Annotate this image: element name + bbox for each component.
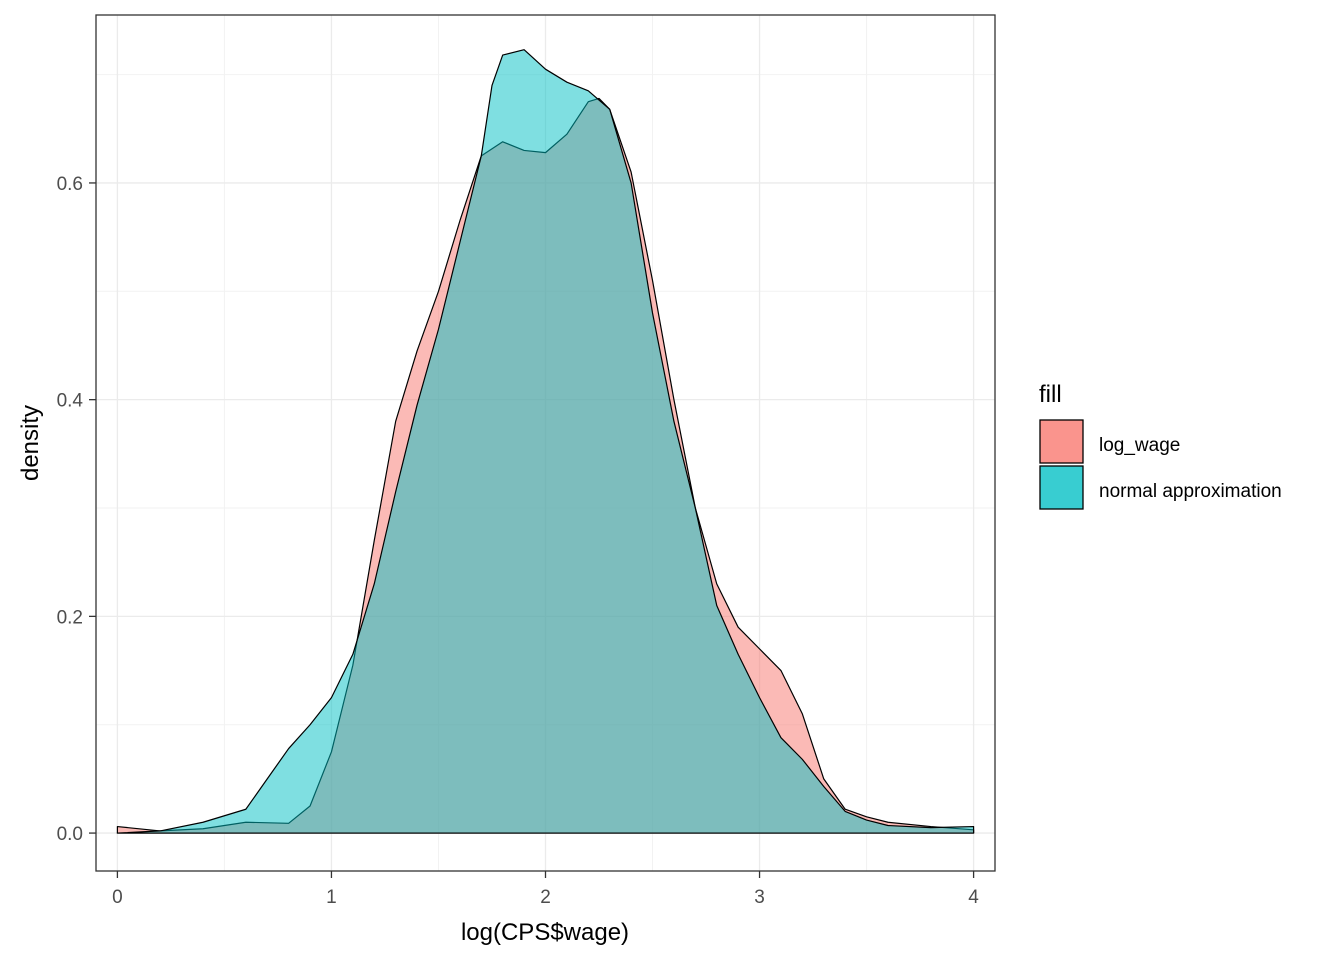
x-axis-title: log(CPS$wage)	[461, 919, 629, 946]
density-area-normal-approximation	[116, 49, 975, 834]
legend-title: fill	[1039, 381, 1062, 408]
legend-key-log-wage	[1039, 419, 1084, 464]
density-areas	[116, 49, 975, 834]
y-tick-label: 0.4	[57, 391, 84, 412]
x-tick-label: 3	[754, 887, 765, 908]
legend-label-normal-approximation: normal approximation	[1099, 481, 1282, 502]
x-tick-label: 4	[968, 887, 979, 908]
x-tick-label: 0	[112, 887, 123, 908]
legend-label-log-wage: log_wage	[1099, 435, 1180, 456]
y-tick-label: 0.2	[57, 607, 83, 628]
x-axis-ticks: 0 1 2 3 4	[112, 871, 979, 908]
y-tick-label: 0.6	[57, 174, 83, 195]
y-axis-title: density	[17, 405, 44, 481]
y-axis-ticks: 0.0 0.2 0.4 0.6	[57, 174, 96, 845]
y-tick-label: 0.0	[57, 824, 83, 845]
legend: fill log_wage normal approximation	[1039, 381, 1282, 510]
x-tick-label: 1	[326, 887, 337, 908]
x-tick-label: 2	[540, 887, 551, 908]
legend-key-normal-approximation	[1039, 465, 1084, 510]
